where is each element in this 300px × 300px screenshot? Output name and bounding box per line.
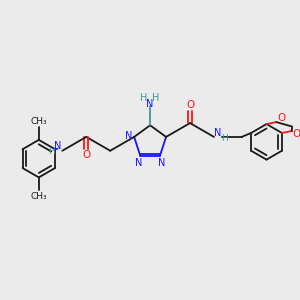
Text: CH₃: CH₃ <box>31 117 47 126</box>
Text: H: H <box>48 147 55 156</box>
Text: O: O <box>186 100 194 110</box>
Text: H: H <box>140 93 148 103</box>
Text: H: H <box>152 93 160 103</box>
Text: N: N <box>214 128 222 138</box>
Text: O: O <box>277 113 286 123</box>
Text: N: N <box>158 158 166 168</box>
Text: N: N <box>54 141 61 151</box>
Text: N: N <box>135 158 142 168</box>
Text: CH₃: CH₃ <box>31 192 47 201</box>
Text: O: O <box>292 129 300 139</box>
Text: H: H <box>221 134 228 143</box>
Text: N: N <box>124 131 132 141</box>
Text: O: O <box>82 150 90 160</box>
Text: N: N <box>146 99 154 109</box>
